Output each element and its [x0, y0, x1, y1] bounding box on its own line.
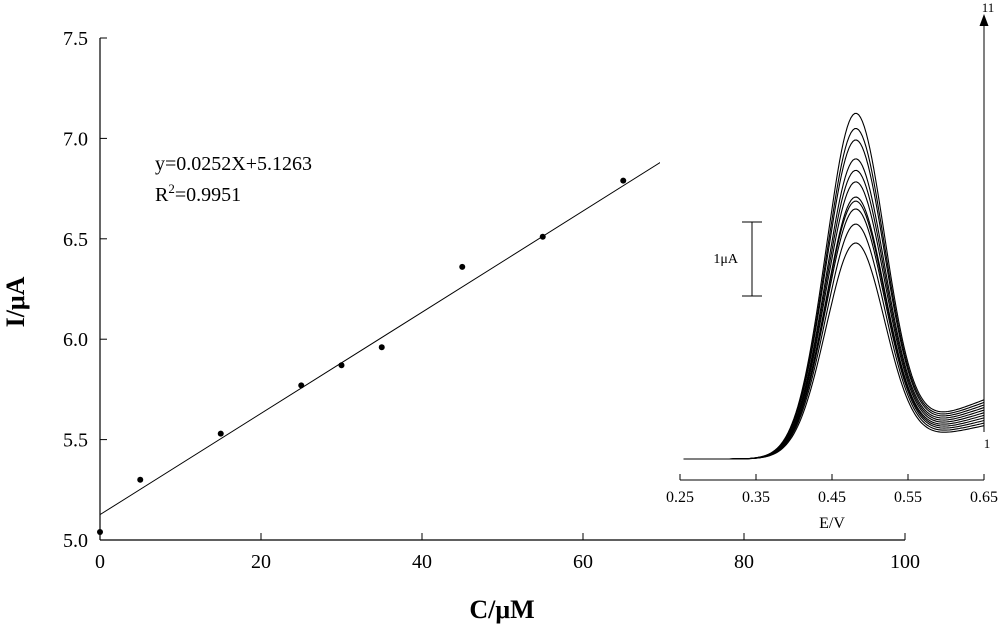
- main-x-ticks: 0 20 40 60 80 100: [95, 533, 920, 573]
- main-y-ticks: 5.0 5.5 6.0 6.5 7.0 7.5: [63, 28, 107, 552]
- main-y-tick-label: 6.5: [63, 229, 88, 251]
- data-point: [338, 362, 345, 369]
- data-point: [97, 528, 103, 535]
- main-y-tick-label: 7.0: [63, 128, 88, 150]
- data-point: [620, 177, 627, 184]
- inset-x-tick-label: 0.55: [894, 489, 922, 506]
- main-x-tick-label: 20: [251, 551, 271, 573]
- inset-x-tick-label: 0.35: [742, 489, 770, 506]
- main-y-tick-label: 7.5: [63, 28, 88, 50]
- data-point: [459, 263, 466, 270]
- inset-x-tick-label: 0.65: [970, 489, 998, 506]
- inset-curves: [683, 112, 985, 460]
- fit-r-squared: R2=0.9951: [155, 181, 241, 206]
- arrow-head: [979, 14, 989, 26]
- main-x-tick-label: 100: [890, 551, 920, 573]
- data-point: [217, 430, 224, 437]
- inset-x-axis-title: E/V: [819, 515, 845, 532]
- inset-chart: 0.25 0.35 0.45 0.55 0.65 E/V 1μA 11 1: [660, 0, 998, 532]
- r2-value: =0.9951: [175, 184, 241, 206]
- data-point: [298, 382, 305, 389]
- inset-x-tick-label: 0.45: [818, 489, 846, 506]
- r2-superscript: 2: [168, 181, 175, 196]
- increase-arrow: 11 1: [979, 0, 995, 451]
- main-x-tick-label: 80: [734, 551, 754, 573]
- main-x-tick-label: 0: [95, 551, 105, 573]
- data-point: [137, 476, 144, 483]
- voltammogram-curve: [683, 112, 985, 460]
- r2-prefix: R: [155, 184, 169, 206]
- arrow-label-end: 11: [982, 0, 995, 15]
- y-axis-title: I/μA: [1, 276, 30, 327]
- main-y-tick-label: 5.0: [63, 530, 88, 552]
- data-point: [539, 233, 546, 240]
- inset-x-ticks: 0.25 0.35 0.45 0.55 0.65: [666, 474, 998, 506]
- arrow-label-start: 1: [984, 436, 991, 451]
- fit-equation: y=0.0252X+5.1263: [155, 153, 312, 175]
- main-x-tick-label: 40: [412, 551, 432, 573]
- data-point: [378, 344, 385, 351]
- scale-bar: 1μA: [713, 221, 762, 297]
- x-axis-title: C/μM: [469, 595, 534, 624]
- main-y-tick-label: 6.0: [63, 329, 88, 351]
- main-y-tick-label: 5.5: [63, 430, 88, 452]
- inset-x-tick-label: 0.25: [666, 489, 694, 506]
- main-x-tick-label: 60: [573, 551, 593, 573]
- scale-bar-label: 1μA: [713, 252, 739, 267]
